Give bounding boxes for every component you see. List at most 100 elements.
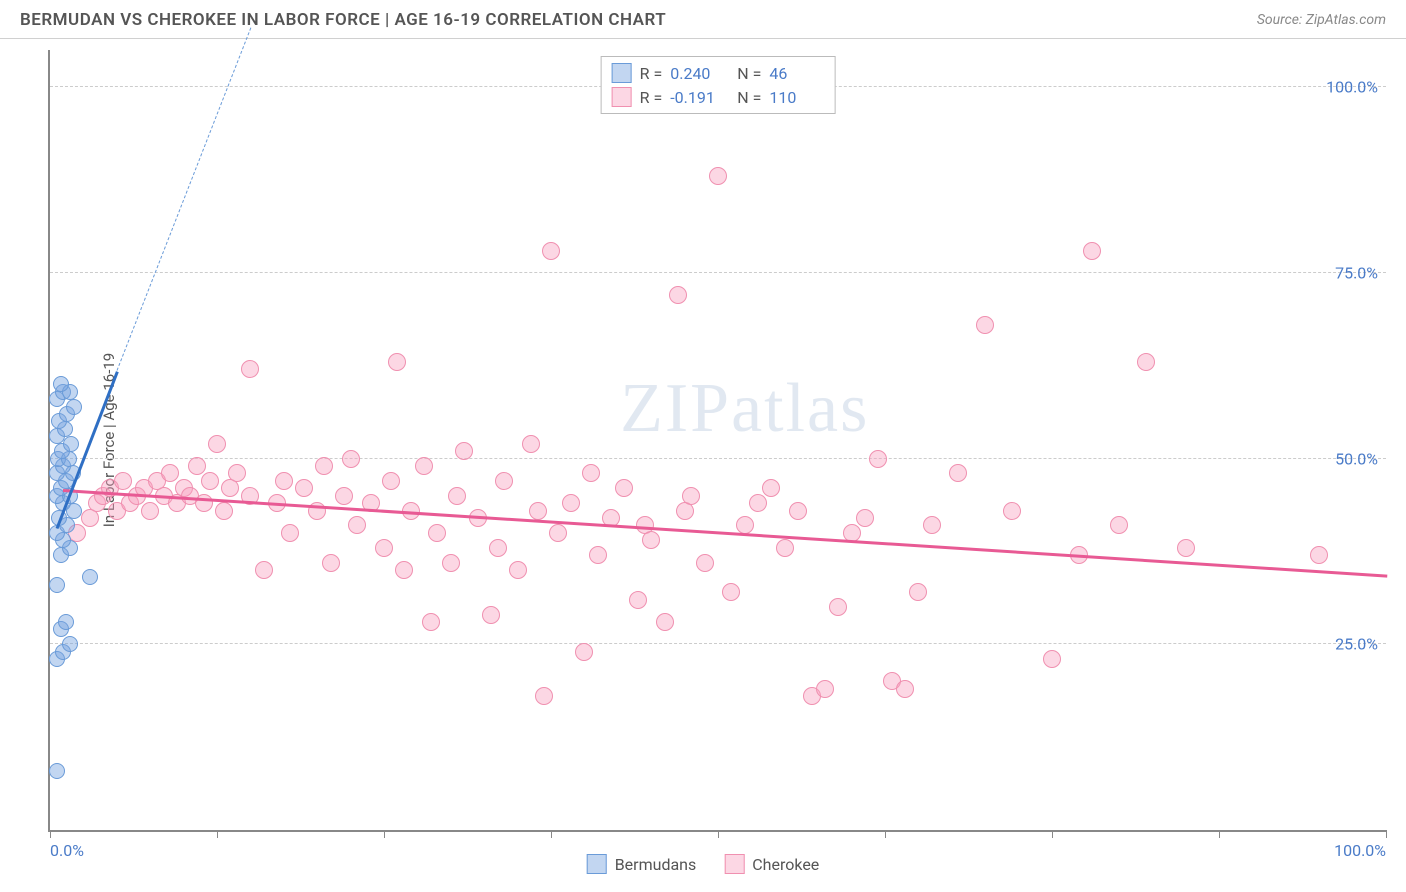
gridline-h [50, 643, 1386, 644]
scatter-point-cherokee [395, 561, 413, 579]
swatch-cherokee-icon [724, 854, 744, 874]
legend-label-bermudans: Bermudans [615, 855, 697, 874]
scatter-point-cherokee [482, 606, 500, 624]
scatter-point-cherokee [295, 479, 313, 497]
scatter-point-bermudans [62, 636, 78, 652]
chart-container: In Labor Force | Age 16-19 ZIPatlas R = … [48, 50, 1386, 832]
scatter-point-cherokee [549, 524, 567, 542]
scatter-point-cherokee [642, 531, 660, 549]
scatter-point-cherokee [448, 487, 466, 505]
scatter-point-cherokee [322, 554, 340, 572]
scatter-point-cherokee [762, 479, 780, 497]
xtick [718, 830, 719, 838]
scatter-point-cherokee [575, 643, 593, 661]
scatter-point-cherokee [896, 680, 914, 698]
scatter-point-cherokee [161, 464, 179, 482]
scatter-point-cherokee [442, 554, 460, 572]
r-value-bermudans: 0.240 [670, 64, 725, 83]
scatter-point-cherokee [629, 591, 647, 609]
scatter-point-cherokee [114, 472, 132, 490]
scatter-point-cherokee [415, 457, 433, 475]
scatter-point-cherokee [582, 464, 600, 482]
scatter-point-cherokee [529, 502, 547, 520]
scatter-point-cherokee [856, 509, 874, 527]
scatter-point-bermudans [49, 763, 65, 779]
scatter-point-cherokee [208, 435, 226, 453]
scatter-point-cherokee [335, 487, 353, 505]
xtick [1052, 830, 1053, 838]
scatter-point-cherokee [656, 613, 674, 631]
scatter-point-cherokee [976, 316, 994, 334]
ytick-label: 75.0% [1335, 263, 1378, 282]
scatter-point-cherokee [422, 613, 440, 631]
scatter-point-cherokee [776, 539, 794, 557]
scatter-point-cherokee [255, 561, 273, 579]
scatter-point-cherokee [615, 479, 633, 497]
scatter-point-cherokee [188, 457, 206, 475]
scatter-point-cherokee [228, 464, 246, 482]
xtick [1219, 830, 1220, 838]
scatter-point-cherokee [749, 494, 767, 512]
scatter-point-cherokee [816, 680, 834, 698]
xtick [551, 830, 552, 838]
scatter-point-cherokee [589, 546, 607, 564]
scatter-point-cherokee [215, 502, 233, 520]
scatter-point-cherokee [455, 442, 473, 460]
r-value-cherokee: -0.191 [670, 88, 725, 107]
scatter-point-cherokee [949, 464, 967, 482]
scatter-point-cherokee [141, 502, 159, 520]
xtick [50, 830, 51, 838]
legend-label-cherokee: Cherokee [752, 855, 819, 874]
scatter-point-cherokee [241, 360, 259, 378]
scatter-point-bermudans [63, 436, 79, 452]
xtick [217, 830, 218, 838]
scatter-point-cherokee [348, 516, 366, 534]
scatter-point-cherokee [696, 554, 714, 572]
scatter-point-cherokee [489, 539, 507, 557]
scatter-point-cherokee [669, 286, 687, 304]
legend-row-bermudans: R = 0.240 N = 46 [612, 61, 825, 85]
scatter-point-cherokee [522, 435, 540, 453]
n-value-bermudans: 46 [769, 64, 824, 83]
scatter-point-cherokee [1003, 502, 1021, 520]
scatter-point-cherokee [342, 450, 360, 468]
scatter-point-cherokee [1137, 353, 1155, 371]
xtick [1386, 830, 1387, 838]
swatch-bermudans-icon [587, 854, 607, 874]
scatter-point-cherokee [1110, 516, 1128, 534]
scatter-point-cherokee [829, 598, 847, 616]
scatter-point-bermudans [82, 569, 98, 585]
legend-item-bermudans: Bermudans [587, 854, 697, 874]
scatter-point-bermudans [66, 399, 82, 415]
scatter-point-cherokee [909, 583, 927, 601]
ytick-label: 25.0% [1335, 635, 1378, 654]
ytick-label: 50.0% [1335, 449, 1378, 468]
scatter-point-cherokee [789, 502, 807, 520]
scatter-point-cherokee [1043, 650, 1061, 668]
scatter-point-cherokee [388, 353, 406, 371]
scatter-point-cherokee [1083, 242, 1101, 260]
xtick [384, 830, 385, 838]
scatter-point-cherokee [542, 242, 560, 260]
chart-title: BERMUDAN VS CHEROKEE IN LABOR FORCE | AG… [20, 10, 666, 30]
scatter-point-cherokee [428, 524, 446, 542]
scatter-point-cherokee [1177, 539, 1195, 557]
scatter-point-cherokee [1310, 546, 1328, 564]
legend-row-cherokee: R = -0.191 N = 110 [612, 85, 825, 109]
scatter-point-cherokee [275, 472, 293, 490]
scatter-point-cherokee [535, 687, 553, 705]
legend-item-cherokee: Cherokee [724, 854, 819, 874]
chart-header: BERMUDAN VS CHEROKEE IN LABOR FORCE | AG… [0, 0, 1406, 39]
scatter-point-cherokee [315, 457, 333, 475]
scatter-point-cherokee [562, 494, 580, 512]
swatch-bermudans [612, 63, 632, 83]
scatter-point-cherokee [722, 583, 740, 601]
plot-area: In Labor Force | Age 16-19 ZIPatlas R = … [48, 50, 1386, 832]
gridline-h [50, 458, 1386, 459]
scatter-point-cherokee [382, 472, 400, 490]
scatter-point-cherokee [923, 516, 941, 534]
n-value-cherokee: 110 [769, 88, 824, 107]
xtick-label-right: 100.0% [1334, 841, 1386, 860]
scatter-point-bermudans [49, 577, 65, 593]
source-attribution: Source: ZipAtlas.com [1257, 12, 1386, 28]
